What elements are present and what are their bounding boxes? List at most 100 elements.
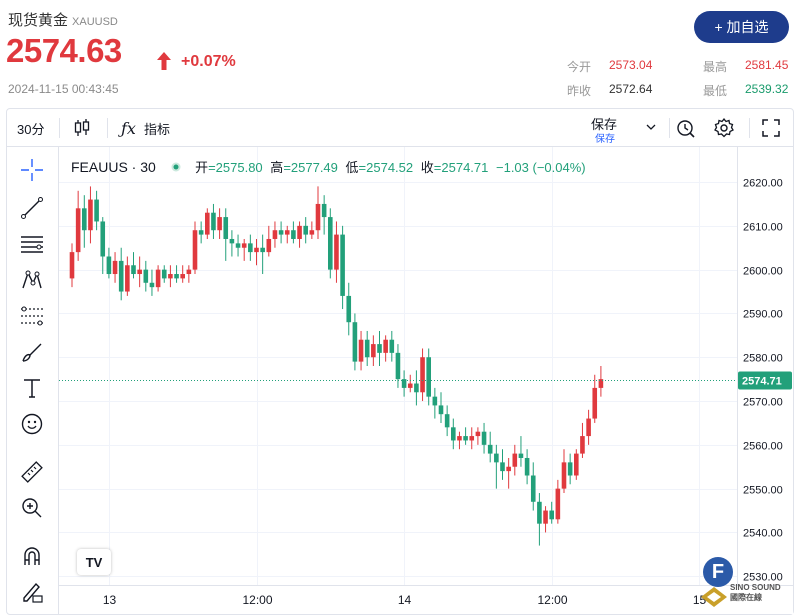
candle-body xyxy=(229,238,235,244)
fullscreen-icon xyxy=(762,119,780,137)
emoji-tool[interactable] xyxy=(19,411,45,437)
toolbar-divider xyxy=(749,118,750,138)
ruler-tool[interactable] xyxy=(19,459,45,485)
candle-body xyxy=(444,414,450,428)
up-arrow-icon xyxy=(157,52,171,70)
interval-selector[interactable]: 30分 xyxy=(17,121,45,137)
pattern-icon xyxy=(22,270,42,289)
candle-style-button[interactable] xyxy=(73,109,91,147)
zoom-in-icon xyxy=(22,498,42,518)
candle-body xyxy=(118,260,124,292)
brush-tool[interactable] xyxy=(19,339,45,365)
magnet-tool[interactable] xyxy=(19,543,45,569)
candle-body xyxy=(371,344,376,358)
legend-change: −1.03 (−0.04%) xyxy=(496,160,586,175)
legend-open: =2575.80 xyxy=(208,160,263,175)
add-watchlist-button[interactable]: + 加自选 xyxy=(694,11,789,43)
stat-high: 最高 2581.45 xyxy=(703,58,788,75)
brand-line-1: SINO SOUND xyxy=(730,583,781,592)
change-percent: +0.07% xyxy=(181,53,236,70)
crosshair-tool[interactable] xyxy=(19,157,45,183)
magnet-icon xyxy=(24,547,40,565)
alert-clock-icon xyxy=(677,120,695,138)
save-button[interactable]: 保存 保存 xyxy=(591,114,661,145)
candle-body xyxy=(395,352,401,380)
crosshair-icon xyxy=(21,159,43,181)
horizontal-lines-tool[interactable] xyxy=(19,231,45,257)
tradingview-logo[interactable]: TV xyxy=(77,549,111,575)
time-tick-label: 13 xyxy=(103,593,117,607)
lock-draw-tool[interactable] xyxy=(19,579,45,605)
candle-body xyxy=(481,431,487,445)
candle-body xyxy=(580,436,585,454)
candle-body xyxy=(487,444,493,454)
indicators-button[interactable]: ƒx 指标 xyxy=(121,109,170,147)
candle-body xyxy=(248,243,253,253)
candle-body xyxy=(549,510,554,520)
candle-body xyxy=(155,269,161,288)
candle-body xyxy=(524,457,530,476)
brush-icon xyxy=(22,343,42,362)
price-tick-label: 2540.00 xyxy=(743,528,783,540)
ohlc-legend: FEAUUS · 30 开=2575.80 高=2577.49 低=2574.5… xyxy=(71,157,586,176)
price-tick-label: 2620.00 xyxy=(743,178,783,190)
stat-high-label: 最高 xyxy=(703,60,728,74)
legend-low: =2574.52 xyxy=(358,160,414,175)
candle-body xyxy=(598,379,604,388)
price-tick-label: 2580.00 xyxy=(743,353,783,365)
legend-close: =2574.71 xyxy=(433,160,489,175)
candle-body xyxy=(303,225,308,235)
last-price-tag xyxy=(738,371,792,390)
candle-body xyxy=(266,238,272,253)
lock-draw-icon xyxy=(23,582,43,603)
text-tool[interactable] xyxy=(19,375,45,401)
candle-body xyxy=(297,225,302,239)
candle-body xyxy=(82,208,87,231)
legend-high: =2577.49 xyxy=(283,160,338,175)
stat-prev-close: 昨收 2572.64 xyxy=(567,82,652,99)
time-tick-label: 12:00 xyxy=(537,593,567,607)
brand-watermark: SINO SOUND 國際在線 xyxy=(730,583,781,603)
chart-panel: 30分 ƒx 指标 保存 保存 xyxy=(6,108,794,615)
measure-lines-tool[interactable] xyxy=(19,303,45,329)
candle-body xyxy=(174,274,179,279)
zoom-in-tool[interactable] xyxy=(19,495,45,521)
candle-body xyxy=(149,282,155,288)
candle-body xyxy=(561,462,567,489)
candle-body xyxy=(463,436,468,441)
time-tick-label: 12:00 xyxy=(242,593,272,607)
candle-body xyxy=(518,453,524,458)
candle-body xyxy=(278,230,284,235)
price-tick-label: 2600.00 xyxy=(743,266,783,278)
time-tick-label: 14 xyxy=(398,593,412,607)
stat-open-value: 2573.04 xyxy=(609,58,653,72)
candle-body xyxy=(537,501,542,524)
price-chart[interactable]: 2620.00 2610.00 2600.00 2590.00 2580.00 2570.… xyxy=(59,147,793,614)
candle-body xyxy=(346,295,352,323)
alert-button[interactable] xyxy=(675,109,697,147)
horizontal-lines-icon xyxy=(21,236,43,253)
last-price-label: 2574.71 xyxy=(742,376,782,388)
f-badge-logo: F xyxy=(703,557,733,587)
toolbar-divider xyxy=(59,118,60,138)
function-icon: ƒx xyxy=(121,118,136,138)
settings-button[interactable] xyxy=(713,109,735,147)
candle-body xyxy=(112,260,118,275)
last-price: 2574.63 xyxy=(6,32,122,69)
candle-body xyxy=(407,383,413,388)
price-tick-label: 2560.00 xyxy=(743,441,783,453)
candle-body xyxy=(309,230,315,235)
candle-body xyxy=(567,462,573,476)
legend-low-label: 低 xyxy=(345,160,359,175)
candle-body xyxy=(506,466,511,472)
candle-body xyxy=(137,269,142,275)
trend-line-icon xyxy=(21,197,43,219)
trend-line-tool[interactable] xyxy=(19,195,45,221)
pattern-tool[interactable] xyxy=(19,267,45,293)
candle-body xyxy=(198,230,204,235)
price-tick-label: 2550.00 xyxy=(743,485,783,497)
price-tick-label: 2610.00 xyxy=(743,222,783,234)
fullscreen-button[interactable] xyxy=(761,109,781,147)
indicators-label: 指标 xyxy=(143,121,170,137)
candle-body xyxy=(512,453,518,467)
